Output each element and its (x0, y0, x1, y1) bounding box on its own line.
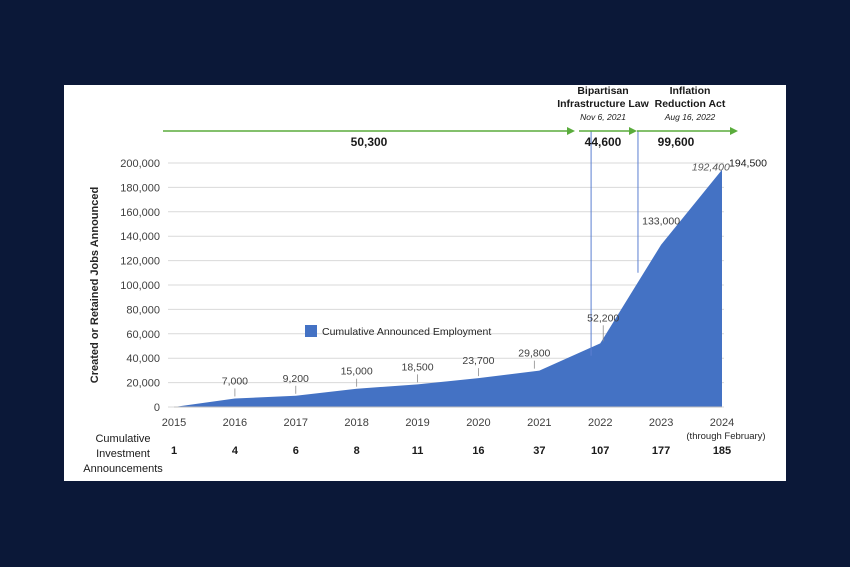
data-label: 7,000 (222, 375, 248, 387)
data-label: 194,500 (729, 158, 767, 170)
period-total-label: 44,600 (585, 135, 622, 149)
y-tick-label: 60,000 (126, 329, 160, 341)
y-tick-label: 20,000 (126, 378, 160, 390)
y-tick-label: 120,000 (120, 256, 160, 268)
announcement-count: 37 (533, 445, 545, 457)
x-tick-label: 2024 (710, 417, 734, 429)
event-title: Reduction Act (655, 98, 726, 110)
y-tick-label: 160,000 (120, 207, 160, 219)
event-date: Aug 16, 2022 (664, 112, 716, 122)
x-tick-label: 2022 (588, 417, 612, 429)
announcement-count: 185 (713, 445, 731, 457)
announcements-label: Announcements (83, 463, 163, 475)
announcements-label: Investment (96, 448, 150, 460)
legend-label: Cumulative Announced Employment (322, 326, 491, 338)
x-tick-label: 2020 (466, 417, 490, 429)
period-arrow-head (567, 127, 575, 135)
period-total-label: 50,300 (351, 135, 388, 149)
data-label-italic: 192,400 (692, 161, 730, 173)
chart-panel: 0 20,000 40,000 60,000 80,000 100,000 120,000 1… (64, 85, 786, 481)
announcements-label: Cumulative (95, 433, 150, 445)
announcement-count: 11 (412, 445, 424, 457)
x-tick-label: 2016 (223, 417, 247, 429)
employment-area (174, 169, 722, 407)
y-tick-label: 0 (154, 402, 160, 414)
x-tick-label: 2023 (649, 417, 673, 429)
announcement-count: 107 (591, 445, 609, 457)
y-tick-label: 80,000 (126, 304, 160, 316)
data-label: 52,200 (587, 312, 619, 324)
y-axis-title: Created or Retained Jobs Announced (89, 187, 101, 383)
event-title: Inflation (670, 85, 711, 97)
data-label: 15,000 (341, 366, 373, 378)
announcement-count: 6 (293, 445, 299, 457)
period-arrow-head (629, 127, 637, 135)
event-title: Infrastructure Law (557, 98, 649, 110)
x-tick-label: 2019 (405, 417, 429, 429)
legend-swatch (305, 325, 317, 337)
announcement-count: 8 (354, 445, 360, 457)
y-tick-label: 40,000 (126, 353, 160, 365)
cumulative-employment-chart: 0 20,000 40,000 60,000 80,000 100,000 120,000 1… (83, 85, 767, 475)
data-label: 9,200 (283, 373, 309, 385)
y-tick-label: 100,000 (120, 280, 160, 292)
announcement-count: 16 (472, 445, 484, 457)
x-tick-label: 2018 (344, 417, 368, 429)
data-label: 29,800 (518, 348, 550, 360)
y-tick-label: 200,000 (120, 158, 160, 170)
event-title: Bipartisan (577, 85, 628, 97)
x-tick-label: 2021 (527, 417, 551, 429)
event-date: Nov 6, 2021 (580, 112, 626, 122)
x-tick-label: 2015 (162, 417, 186, 429)
announcement-count: 1 (171, 445, 177, 457)
data-label: 23,700 (462, 355, 494, 367)
announcement-count: 4 (232, 445, 239, 457)
x-tick-label: 2017 (284, 417, 308, 429)
y-tick-label: 180,000 (120, 182, 160, 194)
data-label: 18,500 (401, 361, 433, 373)
data-label: 133,000 (642, 216, 680, 228)
period-total-label: 99,600 (658, 135, 695, 149)
announcement-count: 177 (652, 445, 670, 457)
period-arrow-head (730, 127, 738, 135)
y-tick-label: 140,000 (120, 231, 160, 243)
x-tick-sublabel: (through February) (686, 431, 765, 442)
